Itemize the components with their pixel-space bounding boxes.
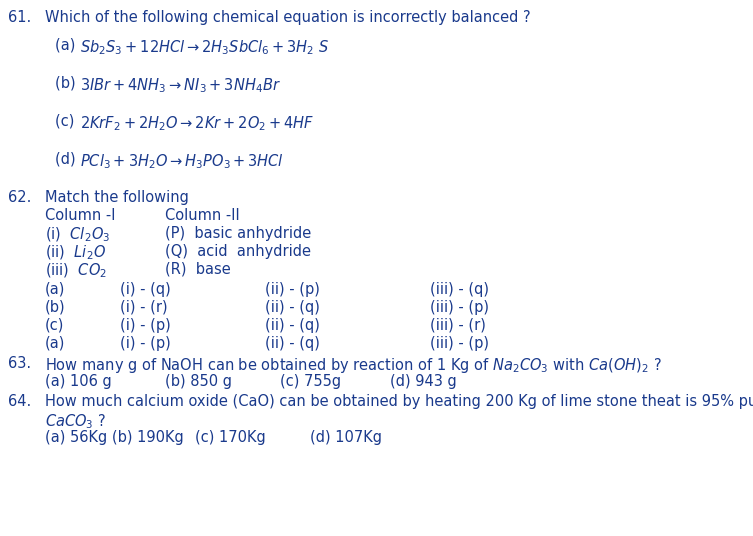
Text: (i) - (r): (i) - (r)	[120, 300, 168, 315]
Text: (ii) - (q): (ii) - (q)	[265, 336, 320, 351]
Text: (R)  base: (R) base	[165, 262, 230, 277]
Text: (c): (c)	[45, 318, 64, 333]
Text: (a): (a)	[55, 38, 80, 53]
Text: (P)  basic anhydride: (P) basic anhydride	[165, 226, 311, 241]
Text: (b): (b)	[45, 300, 66, 315]
Text: (d) 107Kg: (d) 107Kg	[310, 430, 382, 445]
Text: How much calcium oxide (CaO) can be obtained by heating 200 Kg of lime stone the: How much calcium oxide (CaO) can be obta…	[45, 394, 753, 409]
Text: (iii) - (p): (iii) - (p)	[430, 300, 489, 315]
Text: (a): (a)	[45, 282, 66, 297]
Text: (Q)  acid  anhydride: (Q) acid anhydride	[165, 244, 311, 259]
Text: 61.: 61.	[8, 10, 32, 25]
Text: (c): (c)	[55, 114, 79, 129]
Text: (b) 850 g: (b) 850 g	[165, 374, 232, 389]
Text: $PCl_3 + 3H_2O \rightarrow H_3PO_3 + 3HCl$: $PCl_3 + 3H_2O \rightarrow H_3PO_3 + 3HC…	[80, 152, 284, 170]
Text: (ii) - (q): (ii) - (q)	[265, 318, 320, 333]
Text: (i)  $Cl_2O_3$: (i) $Cl_2O_3$	[45, 226, 110, 244]
Text: Column -I: Column -I	[45, 208, 115, 223]
Text: (iii) - (q): (iii) - (q)	[430, 282, 489, 297]
Text: 63.: 63.	[8, 356, 31, 371]
Text: (i) - (p): (i) - (p)	[120, 318, 171, 333]
Text: Which of the following chemical equation is incorrectly balanced ?: Which of the following chemical equation…	[45, 10, 531, 25]
Text: (d): (d)	[55, 152, 81, 167]
Text: (iii) - (r): (iii) - (r)	[430, 318, 486, 333]
Text: (c) 755g: (c) 755g	[280, 374, 341, 389]
Text: (i) - (p): (i) - (p)	[120, 336, 171, 351]
Text: (a) 106 g: (a) 106 g	[45, 374, 111, 389]
Text: Column -II: Column -II	[165, 208, 239, 223]
Text: (ii) - (p): (ii) - (p)	[265, 282, 320, 297]
Text: (d) 943 g: (d) 943 g	[390, 374, 457, 389]
Text: $2KrF_2 + 2H_2O \rightarrow 2Kr + 2O_2 + 4HF$: $2KrF_2 + 2H_2O \rightarrow 2Kr + 2O_2 +…	[80, 114, 314, 133]
Text: (ii) - (q): (ii) - (q)	[265, 300, 320, 315]
Text: $CaCO_3$ ?: $CaCO_3$ ?	[45, 412, 106, 431]
Text: (iii) - (p): (iii) - (p)	[430, 336, 489, 351]
Text: $3IBr + 4NH_3 \rightarrow NI_3 + 3NH_4Br$: $3IBr + 4NH_3 \rightarrow NI_3 + 3NH_4Br…	[80, 76, 281, 95]
Text: (c) 170Kg: (c) 170Kg	[195, 430, 266, 445]
Text: (a) 56Kg (b) 190Kg: (a) 56Kg (b) 190Kg	[45, 430, 184, 445]
Text: 62.: 62.	[8, 190, 32, 205]
Text: (i) - (q): (i) - (q)	[120, 282, 171, 297]
Text: How many g of NaOH can be obtained by reaction of 1 Kg of $Na_2CO_3$ with $Ca(OH: How many g of NaOH can be obtained by re…	[45, 356, 662, 375]
Text: Match the following: Match the following	[45, 190, 189, 205]
Text: (a): (a)	[45, 336, 66, 351]
Text: $Sb_2S_3 + 12HCl \rightarrow 2H_3SbCl_6 + 3H_2\ S$: $Sb_2S_3 + 12HCl \rightarrow 2H_3SbCl_6 …	[80, 38, 329, 57]
Text: 64.: 64.	[8, 394, 32, 409]
Text: (iii)  $CO_2$: (iii) $CO_2$	[45, 262, 107, 280]
Text: (ii)  $Li_2O$: (ii) $Li_2O$	[45, 244, 106, 263]
Text: (b): (b)	[55, 76, 81, 91]
